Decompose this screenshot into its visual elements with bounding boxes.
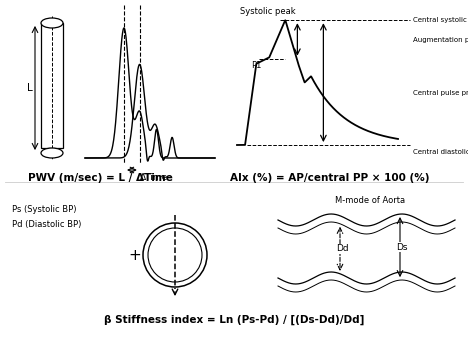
Text: Dd: Dd xyxy=(336,244,348,253)
Text: ΔTime: ΔTime xyxy=(140,173,168,182)
Text: Pd (Diastolic BP): Pd (Diastolic BP) xyxy=(12,220,81,230)
Text: Systolic peak: Systolic peak xyxy=(240,7,295,16)
Text: Augmentation pressure (AP): Augmentation pressure (AP) xyxy=(413,36,468,43)
Text: P1: P1 xyxy=(251,61,262,70)
Circle shape xyxy=(148,228,202,282)
Text: Central pulse pressure (PP): Central pulse pressure (PP) xyxy=(413,89,468,96)
Text: Central diastolic pressure: Central diastolic pressure xyxy=(413,149,468,155)
Text: Ps (Systolic BP): Ps (Systolic BP) xyxy=(12,205,76,215)
Circle shape xyxy=(143,223,207,287)
Text: M-mode of Aorta: M-mode of Aorta xyxy=(335,196,405,205)
Text: AIx (%) = AP/central PP × 100 (%): AIx (%) = AP/central PP × 100 (%) xyxy=(230,173,430,183)
Text: +: + xyxy=(129,247,141,262)
Text: Central systolic pressure: Central systolic pressure xyxy=(413,17,468,23)
Ellipse shape xyxy=(41,148,63,158)
Text: Ds: Ds xyxy=(396,243,408,252)
Text: L: L xyxy=(27,83,33,93)
Text: PWV (m/sec) = L / ΔTime: PWV (m/sec) = L / ΔTime xyxy=(28,173,172,183)
Bar xyxy=(41,23,63,148)
Text: β Stiffness index = Ln (Ps-Pd) / [(Ds-Dd)/Dd]: β Stiffness index = Ln (Ps-Pd) / [(Ds-Dd… xyxy=(104,315,364,325)
Ellipse shape xyxy=(41,18,63,28)
